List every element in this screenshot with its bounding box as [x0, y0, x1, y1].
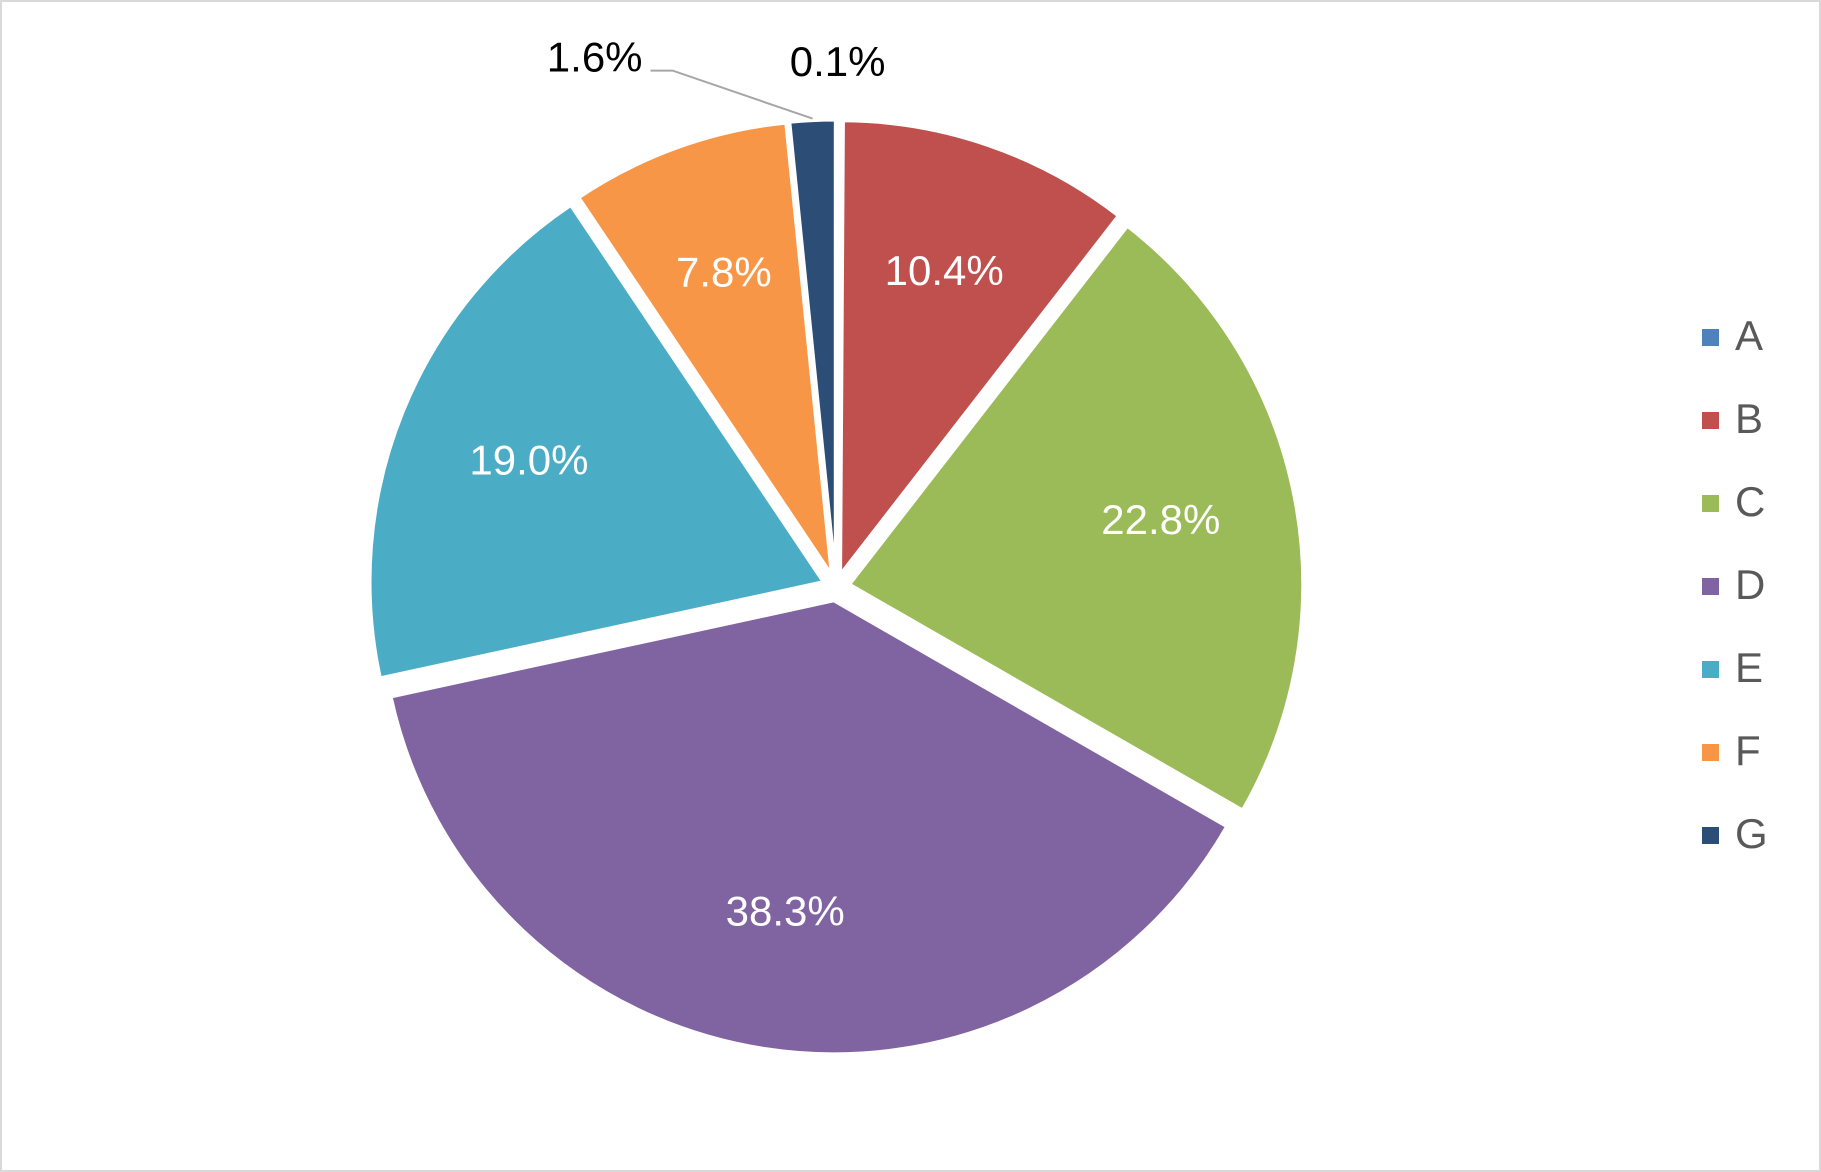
legend-label: E [1735, 644, 1763, 691]
legend-swatch [1702, 495, 1719, 512]
pie-slice [368, 203, 826, 680]
data-label: 38.3% [726, 887, 845, 934]
pie-slice [576, 121, 833, 575]
legend-swatch [1702, 329, 1719, 346]
legend-swatch [1702, 412, 1719, 429]
pie-slice [839, 119, 1121, 579]
legend-swatch [1702, 827, 1719, 844]
pie-slice [788, 118, 837, 574]
legend-swatch [1702, 744, 1719, 761]
legend-label: C [1735, 478, 1765, 525]
legend-swatch [1702, 578, 1719, 595]
pie-slice [389, 599, 1229, 1056]
legend-swatch [1702, 661, 1719, 678]
data-label: 10.4% [885, 247, 1004, 294]
data-label: 22.8% [1101, 496, 1220, 543]
legend-label: F [1735, 727, 1761, 774]
data-label: 19.0% [469, 436, 588, 483]
legend-label: D [1735, 561, 1765, 608]
legend-label: G [1735, 810, 1768, 857]
data-label: 7.8% [676, 249, 772, 296]
legend-label: A [1735, 312, 1763, 359]
data-label: 1.6% [547, 34, 643, 81]
legend-label: B [1735, 395, 1763, 442]
data-label: 0.1% [790, 38, 886, 85]
pie-slice [847, 224, 1305, 813]
leader-line [650, 69, 813, 120]
